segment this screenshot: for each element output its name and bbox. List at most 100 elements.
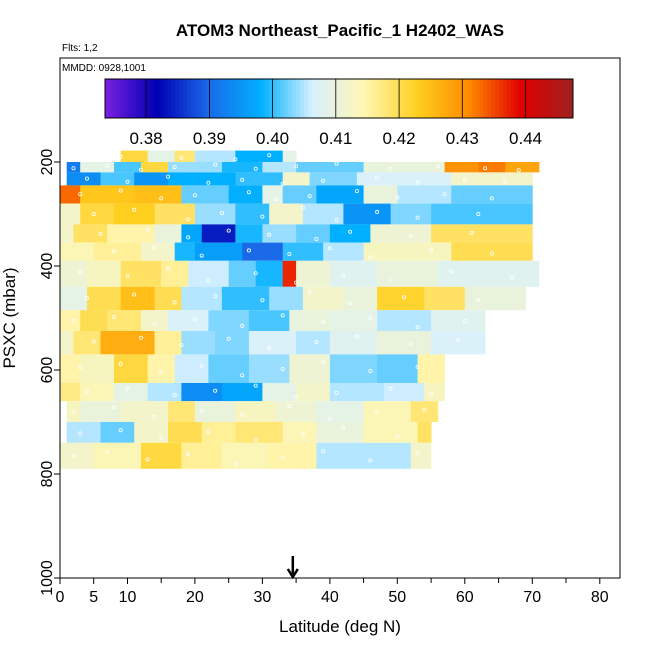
heatmap-cell: [248, 331, 297, 355]
sample-point: [260, 298, 265, 303]
heatmap-cell: [478, 162, 506, 173]
sample-point: [287, 251, 292, 256]
sample-point: [78, 365, 83, 370]
heatmap-cell: [80, 383, 115, 402]
heatmap-cell: [114, 162, 142, 173]
x-tick-label: 0: [56, 589, 65, 606]
colorbar-swatch: [370, 79, 375, 118]
heatmap-cell: [377, 354, 418, 383]
colorbar-swatch: [132, 79, 137, 118]
sample-point: [118, 154, 123, 159]
colorbar-swatch: [502, 79, 508, 118]
sample-point: [280, 455, 285, 460]
sample-point: [118, 188, 123, 193]
heatmap-cell: [60, 185, 81, 204]
heatmap-cell: [329, 310, 378, 331]
sample-point: [327, 246, 332, 251]
colorbar-swatch: [319, 79, 324, 118]
colorbar-swatch: [249, 79, 254, 118]
sample-point: [415, 215, 420, 220]
heatmap-cell: [363, 242, 452, 261]
sample-point: [91, 339, 96, 344]
heatmap-cell: [262, 162, 297, 173]
heatmap-cell: [397, 185, 452, 204]
sample-point: [280, 313, 285, 318]
x-tick-label: 40: [321, 589, 339, 606]
colorbar-swatch: [280, 79, 285, 118]
heatmap-cell: [208, 354, 250, 383]
heatmap-cell: [120, 150, 149, 162]
colorbar-tick-label: 0.44: [509, 129, 542, 148]
sample-point: [71, 453, 76, 458]
colorbar-swatch: [491, 79, 496, 118]
colorbar-swatch: [261, 79, 266, 118]
sample-point: [118, 361, 123, 366]
sample-point: [388, 277, 393, 282]
heatmap-cell: [262, 185, 283, 204]
colorbar-swatch: [565, 79, 570, 118]
heatmap-cell: [221, 162, 263, 173]
sample-point: [483, 166, 488, 171]
colorbar-tick-label: 0.39: [193, 129, 226, 148]
sample-point: [375, 175, 380, 180]
colorbar-swatch: [339, 79, 344, 118]
colorbar-swatch: [303, 79, 309, 118]
colorbar-swatch: [366, 79, 371, 118]
heatmap-cell: [66, 172, 101, 186]
colorbar-swatch: [206, 79, 211, 118]
colorbar-swatch: [424, 79, 430, 118]
latitude-marker: [286, 556, 299, 580]
colorbar-swatch: [241, 79, 246, 118]
colorbar-swatch: [218, 79, 223, 118]
colorbar-swatch: [147, 79, 153, 118]
heatmap-cell: [390, 203, 432, 225]
sample-point: [206, 180, 211, 185]
colorbar-swatch: [432, 79, 437, 118]
sample-point: [442, 192, 447, 197]
colorbar-swatch: [300, 79, 305, 118]
heatmap-cell: [410, 442, 432, 469]
colorbar-swatch: [257, 79, 262, 118]
heatmap-cell: [431, 331, 486, 355]
colorbar-swatch: [428, 79, 434, 118]
sample-point: [509, 275, 514, 280]
sample-point: [199, 363, 204, 368]
sample-point: [422, 407, 427, 412]
colorbar-swatch: [417, 79, 422, 118]
sample-point: [213, 162, 218, 167]
heatmap-cell: [363, 422, 418, 443]
sample-point: [334, 161, 339, 166]
heatmap-cell: [60, 383, 81, 402]
sample-point: [192, 316, 197, 321]
heatmap-cell: [431, 224, 533, 243]
sample-point: [354, 189, 359, 194]
sample-point: [85, 389, 90, 394]
heatmap-cell: [73, 224, 108, 243]
sample-point: [489, 251, 494, 256]
sample-point: [138, 167, 143, 172]
sample-point: [300, 432, 305, 437]
sample-point: [226, 228, 231, 233]
colorbar-swatch: [479, 79, 484, 118]
heatmap-cell: [154, 203, 196, 225]
sample-point: [138, 335, 143, 340]
sample-point: [253, 166, 258, 171]
colorbar-swatch: [237, 79, 242, 118]
colorbar-swatch: [436, 79, 441, 118]
sample-markers: [71, 153, 521, 466]
heatmap-cell: [221, 383, 263, 402]
sample-point: [368, 368, 373, 373]
colorbar-swatch: [420, 79, 426, 118]
sample-point: [98, 231, 103, 236]
sample-point: [85, 176, 90, 181]
heatmap-cell: [120, 260, 162, 287]
sample-point: [415, 180, 420, 185]
heatmap-cell: [269, 203, 304, 225]
heatmap-cell: [221, 286, 270, 311]
heatmap-cell: [248, 310, 290, 331]
sample-point: [294, 394, 299, 399]
colorbar-swatch: [463, 79, 469, 118]
heatmap-cell: [87, 286, 122, 311]
heatmap-cell: [269, 442, 317, 469]
